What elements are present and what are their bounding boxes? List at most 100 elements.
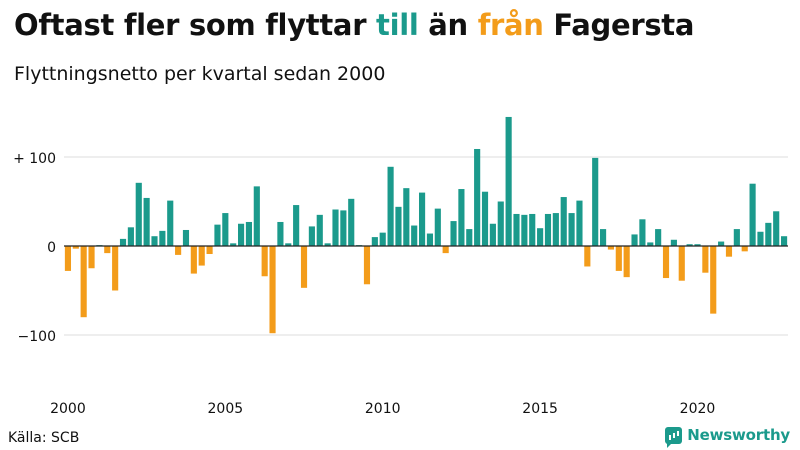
bar <box>497 201 504 246</box>
bar <box>72 246 79 249</box>
bar <box>607 246 615 250</box>
x-tick-label: 2010 <box>365 401 401 417</box>
bar <box>576 200 583 246</box>
bar <box>623 246 630 278</box>
newsworthy-logo: Newsworthy <box>665 426 790 448</box>
bar <box>686 244 693 246</box>
bar <box>80 246 87 318</box>
bar <box>277 221 284 246</box>
bar <box>340 210 347 246</box>
bar <box>206 246 213 255</box>
bar <box>403 188 410 246</box>
bar <box>655 229 662 246</box>
bar <box>175 246 182 255</box>
bar <box>592 157 599 246</box>
bar <box>159 230 166 246</box>
bar <box>198 246 205 266</box>
source-note: Källa: SCB <box>8 430 80 446</box>
bar <box>300 246 308 288</box>
title-part-2: Fagersta <box>543 8 695 42</box>
bar <box>639 219 646 246</box>
bar <box>426 233 434 246</box>
bar <box>725 246 733 257</box>
y-tick-label: −100 <box>18 329 56 345</box>
bar <box>411 225 418 246</box>
bar <box>395 206 402 246</box>
bar <box>568 213 575 246</box>
bar <box>529 213 536 246</box>
bar <box>324 243 331 246</box>
bar <box>167 200 174 246</box>
bar <box>765 222 772 246</box>
bar <box>670 239 677 246</box>
title-part-1: Oftast fler som flyttar <box>14 8 376 42</box>
bar <box>119 238 127 246</box>
bar <box>718 241 725 246</box>
bar <box>379 232 386 246</box>
y-tick-label: 0 <box>47 240 56 256</box>
bar <box>293 205 300 246</box>
y-tick-label: + 100 <box>13 151 56 167</box>
bar <box>781 236 788 246</box>
bar <box>434 208 441 246</box>
bar <box>419 192 426 246</box>
bar <box>151 236 158 246</box>
bar <box>143 197 150 246</box>
x-tick-label: 2015 <box>522 401 558 417</box>
gridlines <box>64 156 788 336</box>
bar <box>694 244 701 246</box>
bar <box>371 237 378 246</box>
bar <box>332 209 339 246</box>
chart-title: Oftast fler som flyttar till än från Fag… <box>14 2 694 48</box>
axes: + 100 0 −100 2000 2005 2010 2015 2020 <box>13 151 788 417</box>
bar <box>474 148 481 246</box>
bar <box>600 229 607 246</box>
x-tick-label: 2000 <box>50 401 86 417</box>
bar <box>261 246 268 277</box>
bar <box>285 243 292 246</box>
bar <box>678 246 685 281</box>
bar <box>521 214 528 246</box>
title-part-mid: än <box>418 8 478 42</box>
bar <box>757 231 764 246</box>
bar <box>537 228 544 246</box>
title-highlight-in: till <box>376 8 419 42</box>
bar <box>245 221 253 246</box>
bar <box>773 211 780 246</box>
bar <box>112 246 119 291</box>
brand-name: Newsworthy <box>687 426 790 444</box>
bar <box>387 166 394 246</box>
bar <box>584 246 591 267</box>
x-tick-label: 2005 <box>208 401 244 417</box>
bar <box>481 191 489 246</box>
bar <box>741 246 748 252</box>
bar <box>214 224 221 246</box>
bar <box>348 198 355 246</box>
bar <box>363 246 371 285</box>
title-highlight-out: från <box>477 8 544 42</box>
bar <box>127 227 134 246</box>
bar <box>505 116 512 246</box>
bar <box>230 243 237 246</box>
bar <box>513 213 520 246</box>
bar <box>88 246 95 269</box>
bar <box>253 186 260 246</box>
bars <box>64 116 788 334</box>
bar <box>450 221 457 246</box>
bar <box>308 226 315 246</box>
bar <box>710 246 717 314</box>
bar <box>662 246 670 279</box>
bar <box>702 246 709 273</box>
bar <box>135 182 142 246</box>
bar <box>182 229 190 246</box>
bar <box>544 213 552 246</box>
bar <box>222 213 229 246</box>
bar <box>316 214 323 246</box>
bar <box>560 197 567 246</box>
bar <box>466 229 473 246</box>
bar <box>615 246 622 271</box>
bar <box>442 246 449 254</box>
bar <box>269 246 276 334</box>
bar <box>631 234 638 246</box>
bar <box>489 223 496 246</box>
